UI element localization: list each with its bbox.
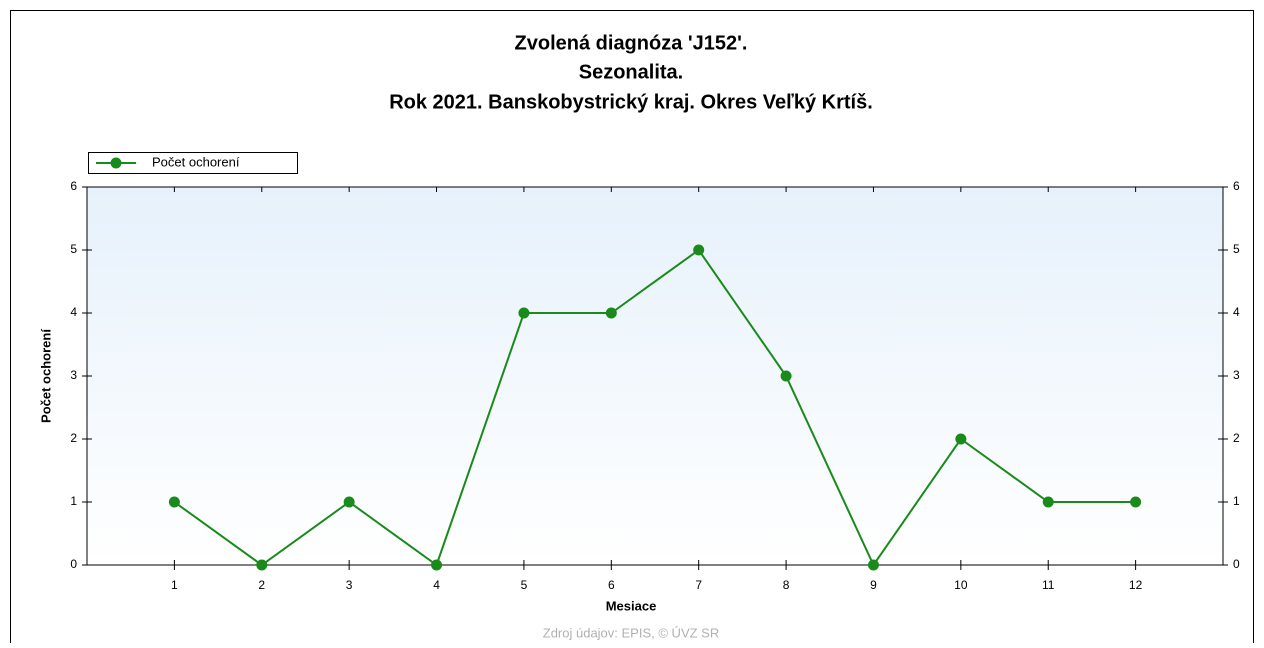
y-tick-label: 3 — [70, 368, 77, 382]
y-tick-label: 4 — [1233, 305, 1240, 319]
x-tick-label: 10 — [954, 578, 968, 592]
y-tick-label: 5 — [70, 242, 77, 256]
x-tick-label: 3 — [346, 578, 353, 592]
data-point — [605, 307, 617, 319]
legend-marker — [110, 157, 122, 169]
y-tick-label: 0 — [70, 557, 77, 571]
y-tick-label: 6 — [1233, 179, 1240, 193]
y-axis-label: Počet ochorení — [38, 329, 53, 423]
x-tick-label: 9 — [870, 578, 877, 592]
y-tick-label: 3 — [1233, 368, 1240, 382]
chart-title: Zvolená diagnóza 'J152'. — [515, 32, 748, 54]
y-tick-label: 6 — [70, 179, 77, 193]
chart-title: Sezonalita. — [579, 61, 683, 83]
y-tick-label: 0 — [1233, 557, 1240, 571]
legend-box — [88, 152, 298, 174]
y-tick-label: 5 — [1233, 242, 1240, 256]
data-point — [1130, 496, 1142, 508]
x-tick-label: 4 — [433, 578, 440, 592]
data-point — [518, 307, 530, 319]
y-tick-label: 2 — [70, 431, 77, 445]
plot-area — [86, 186, 1224, 566]
data-point — [168, 496, 180, 508]
x-tick-label: 6 — [608, 578, 615, 592]
data-point — [1042, 496, 1054, 508]
x-tick-label: 7 — [695, 578, 702, 592]
series-line — [173, 248, 1136, 568]
chart-title: Rok 2021. Banskobystrický kraj. Okres Ve… — [389, 91, 873, 113]
data-point — [780, 370, 792, 382]
legend-label: Počet ochorení — [152, 154, 240, 169]
data-point — [867, 559, 879, 571]
x-tick-label: 8 — [783, 578, 790, 592]
data-point — [256, 559, 268, 571]
y-tick-label: 1 — [1233, 494, 1240, 508]
data-point — [343, 496, 355, 508]
x-tick-label: 5 — [521, 578, 528, 592]
x-axis-label: Mesiace — [606, 598, 657, 613]
data-point — [693, 244, 705, 256]
y-tick-label: 4 — [70, 305, 77, 319]
x-tick-label: 1 — [171, 578, 178, 592]
data-point — [955, 433, 967, 445]
data-point — [431, 559, 443, 571]
source: Zdroj údajov: EPIS, © ÚVZ SR — [543, 625, 719, 640]
y-tick-label: 2 — [1233, 431, 1240, 445]
x-tick-label: 12 — [1129, 578, 1143, 592]
x-tick-label: 2 — [258, 578, 265, 592]
y-tick-label: 1 — [70, 494, 77, 508]
x-tick-label: 11 — [1042, 578, 1055, 592]
